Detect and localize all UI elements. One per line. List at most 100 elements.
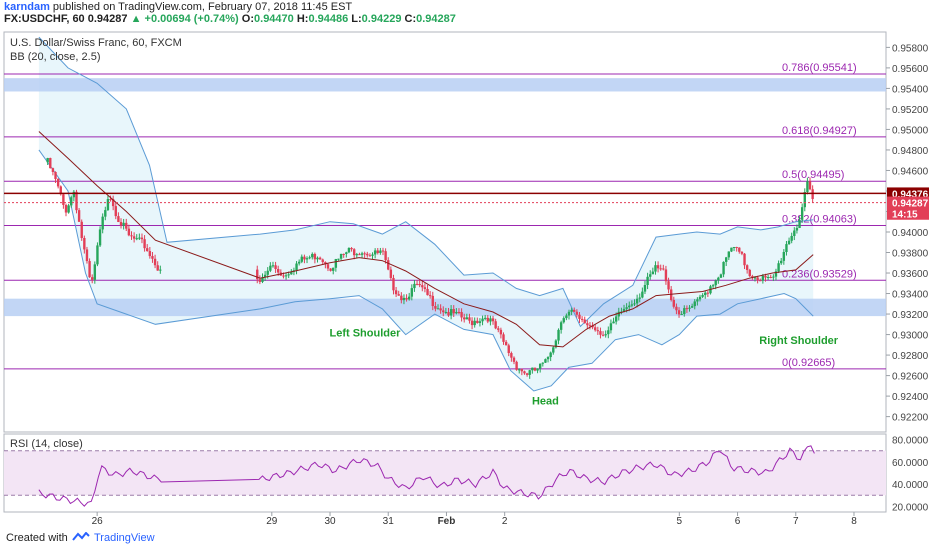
candle-body [798,219,801,228]
candle-body [486,317,489,322]
candle-body [617,311,620,317]
x-tick-label: 30 [324,516,336,526]
candle-body [460,312,463,318]
candle-body [599,331,602,335]
candle-body [677,310,681,315]
candle-body [766,276,770,278]
price-tag-label: 0.94287 [892,199,929,210]
close-value: 0.94287 [416,13,456,25]
candle-body [769,276,772,278]
candle-body [774,271,778,277]
candle-body [109,199,112,201]
tradingview-brand[interactable]: TradingView [94,532,155,544]
candle-body [732,247,736,249]
author-name[interactable]: karndam [4,1,50,13]
candle-body [552,347,555,353]
candle-body [392,277,395,291]
candle-body [698,296,702,300]
bb-basis-line [38,131,814,348]
candle-body [140,237,144,240]
candle-body [104,210,107,217]
candle-body [67,205,70,213]
candle-body [557,329,560,341]
pattern-annotation: Left Shoulder [330,328,402,340]
candle-body [625,307,628,309]
candle-body [743,253,746,266]
candle-body [790,235,793,241]
candle-body [384,251,387,261]
fib-level-label: 0(0.92665) [782,357,835,369]
candle-body [439,308,442,311]
candle-body [452,309,455,314]
x-tick-label: Feb [438,516,456,526]
candle-body [510,353,513,358]
candle-body [318,257,322,260]
candle-body [591,325,594,328]
candle-body [127,228,131,236]
candle-body [693,301,696,307]
candle-body [546,357,550,360]
price-tag [887,187,929,200]
candle-body [596,330,600,332]
price-chart[interactable]: 0.786(0.95541) 0.618(0.94927) 0.5(0.94495)… [0,28,932,526]
candle-body [643,285,647,292]
candle-body [808,181,812,190]
y-tick-label: 0.95200 [892,105,929,116]
candle-body [376,250,379,253]
candle-body [410,288,414,297]
y-tick-label: 0.93800 [892,249,929,260]
y-tick-label: 0.95000 [892,125,929,136]
candle-body [463,317,466,320]
chart-header: karndam published on TradingView.com, Fe… [0,0,932,26]
candle-body [531,367,534,371]
high-label: H: [296,13,309,25]
candle-body [64,204,68,213]
candle-body [785,244,788,253]
candle-body [337,258,340,260]
candle-body [381,250,385,252]
candle-body [85,249,89,262]
candle-body [575,311,579,315]
candle-body [604,334,607,336]
published-text: published on TradingView.com, February 0… [52,1,353,13]
candle-body [468,317,471,321]
candle-body [659,268,662,270]
y-tick-label: 0.92600 [892,372,929,383]
candle-body [305,258,309,260]
x-tick-label: 7 [793,516,799,526]
candle-body [651,271,655,275]
candle-body [342,253,345,255]
candle-body [363,253,366,255]
candle-body [586,323,589,326]
candle-body [371,254,374,256]
candle-body [130,235,133,237]
candle-body [465,317,469,320]
candle-body [761,275,765,281]
candle-body [690,306,694,308]
candle-body [457,311,461,313]
candle-body [347,247,351,253]
y-tick-label: 0.95600 [892,64,929,75]
candle-body [504,341,508,346]
candle-body [303,256,306,260]
candle-body [800,207,804,220]
candle-body [664,269,668,282]
candle-body [146,248,149,252]
candle-body [656,265,660,269]
candle-body [476,320,479,323]
candle-body [106,199,110,211]
candle-body [368,255,372,257]
candle-body [740,251,744,254]
low-label: L: [351,13,362,25]
candle-body [96,245,99,265]
candle-body [366,253,369,256]
candle-body [138,237,141,239]
candle-body [751,276,754,278]
candle-body [541,362,545,364]
candle-body [533,367,537,371]
candle-body [667,281,670,290]
candle-body [764,275,767,278]
candle-body [507,345,510,354]
candle-body [491,318,495,322]
y-tick-label: 0.94600 [892,166,929,177]
